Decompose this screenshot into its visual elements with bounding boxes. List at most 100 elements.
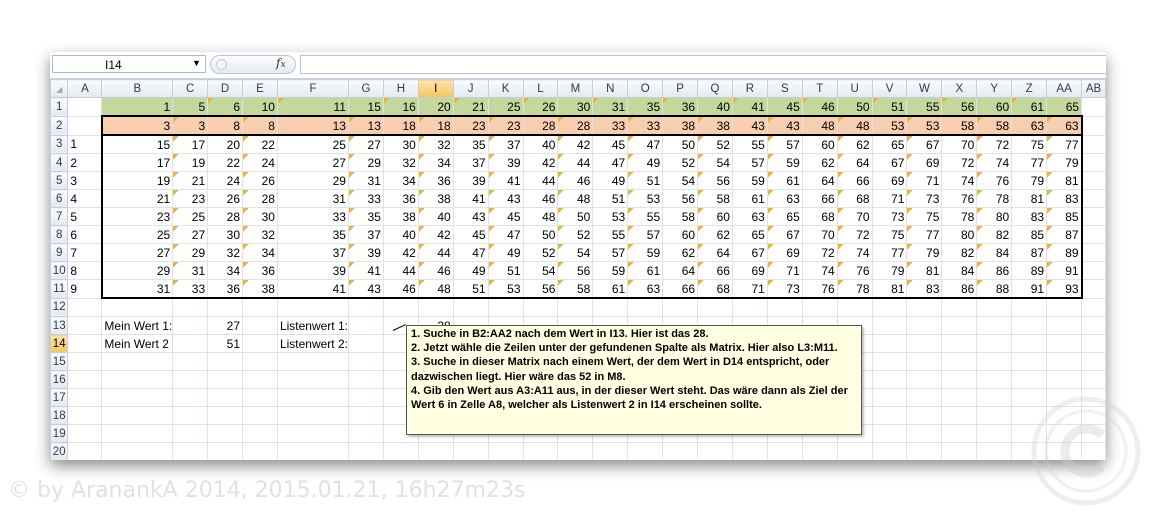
cell[interactable]: 38 (697, 115, 733, 136)
cell[interactable]: 68 (801, 207, 838, 226)
cell[interactable]: 58 (976, 115, 1013, 136)
cell[interactable] (347, 388, 384, 407)
cell[interactable] (417, 297, 454, 317)
cell[interactable] (276, 442, 349, 460)
cell[interactable] (906, 334, 943, 353)
cell[interactable]: 33 (627, 115, 664, 136)
cell[interactable]: 1 (101, 97, 174, 117)
cell[interactable]: 53 (627, 189, 664, 208)
cell[interactable] (1081, 297, 1106, 317)
column-header-q[interactable]: Q (697, 79, 733, 98)
cell[interactable] (766, 442, 803, 460)
cell[interactable]: 65 (1046, 97, 1083, 117)
cell[interactable]: 62 (662, 243, 699, 262)
cell[interactable] (67, 334, 103, 353)
cell[interactable]: 91 (1011, 279, 1048, 299)
cell[interactable] (67, 97, 103, 117)
cell[interactable]: 19 (172, 153, 209, 172)
cell[interactable] (347, 352, 384, 371)
cell[interactable] (906, 297, 943, 317)
cell[interactable] (871, 442, 908, 460)
cell[interactable] (67, 352, 103, 371)
cell[interactable]: 69 (906, 153, 943, 172)
cell[interactable]: 67 (731, 243, 768, 262)
cell[interactable]: 62 (836, 134, 873, 154)
cell[interactable]: 32 (207, 243, 244, 262)
cell[interactable]: 20 (207, 134, 244, 154)
cell[interactable]: 57 (731, 153, 768, 172)
formula-input[interactable] (300, 55, 1106, 74)
cell[interactable]: 55 (906, 97, 943, 117)
cell[interactable] (1046, 316, 1083, 335)
cell[interactable]: 34 (417, 153, 454, 172)
cell[interactable]: 20 (417, 97, 454, 117)
cell[interactable]: 72 (836, 225, 873, 244)
cell[interactable]: 40 (697, 97, 733, 117)
cell[interactable]: 26 (207, 189, 244, 208)
cell[interactable]: 78 (941, 207, 978, 226)
cell[interactable]: 50 (836, 97, 873, 117)
column-header-n[interactable]: N (592, 79, 629, 98)
cell[interactable]: 85 (1046, 207, 1083, 226)
cell[interactable]: 31 (347, 171, 384, 190)
cell[interactable]: 53 (871, 115, 908, 136)
cell[interactable]: 22 (242, 134, 278, 154)
cell[interactable] (1081, 225, 1106, 244)
cell[interactable]: 37 (276, 243, 349, 262)
cell[interactable]: 62 (697, 225, 733, 244)
cell[interactable]: 27 (276, 153, 349, 172)
row-header[interactable]: 17 (50, 388, 69, 407)
cell[interactable]: 18 (417, 115, 454, 136)
cell[interactable] (487, 297, 524, 317)
cell[interactable]: 81 (1046, 171, 1083, 190)
cell[interactable]: 71 (871, 189, 908, 208)
cell[interactable]: 44 (557, 153, 594, 172)
cell[interactable]: 5 (67, 207, 103, 226)
cell[interactable] (941, 370, 978, 389)
cell[interactable]: 61 (766, 171, 803, 190)
column-header-t[interactable]: T (801, 79, 838, 98)
cell[interactable]: 23 (452, 115, 489, 136)
formula-bar-handle[interactable] (210, 55, 296, 74)
column-header-r[interactable]: R (731, 79, 768, 98)
cell[interactable]: 81 (906, 261, 943, 280)
cell[interactable] (207, 370, 244, 389)
cell[interactable] (836, 297, 873, 317)
cell[interactable]: 34 (382, 171, 419, 190)
cell[interactable]: 80 (941, 225, 978, 244)
cell[interactable]: 63 (1011, 115, 1048, 136)
cell[interactable]: 39 (276, 261, 349, 280)
cell[interactable]: 87 (1046, 225, 1083, 244)
cell[interactable]: 33 (592, 115, 629, 136)
row-header[interactable]: 11 (50, 279, 69, 299)
cell[interactable]: 83 (906, 279, 943, 299)
cell[interactable]: 6 (207, 97, 244, 117)
cell[interactable]: 65 (766, 207, 803, 226)
cell[interactable]: 40 (382, 225, 419, 244)
cell[interactable]: 46 (417, 261, 454, 280)
cell[interactable]: 84 (941, 261, 978, 280)
cell[interactable] (1081, 97, 1106, 117)
row-header[interactable]: 13 (50, 316, 69, 335)
cell[interactable]: 36 (662, 97, 699, 117)
cell[interactable]: 64 (697, 243, 733, 262)
cell[interactable] (906, 370, 943, 389)
cell[interactable]: 71 (906, 171, 943, 190)
cell[interactable] (801, 297, 838, 317)
cell[interactable]: 41 (347, 261, 384, 280)
input-mein-wert-2[interactable]: 51 (207, 334, 244, 353)
cell[interactable]: 35 (276, 225, 349, 244)
cell[interactable] (172, 442, 209, 460)
cell[interactable]: 73 (906, 189, 943, 208)
cell[interactable]: 65 (731, 225, 768, 244)
cell[interactable]: 77 (1046, 134, 1083, 154)
cell[interactable]: 83 (1046, 189, 1083, 208)
cell[interactable] (207, 388, 244, 407)
cell[interactable] (941, 388, 978, 407)
cell[interactable]: 52 (662, 153, 699, 172)
column-header-g[interactable]: G (347, 79, 384, 98)
cell[interactable] (172, 370, 209, 389)
cell[interactable]: 7 (67, 243, 103, 262)
cell[interactable] (1046, 442, 1083, 460)
cell[interactable]: 74 (801, 261, 838, 280)
